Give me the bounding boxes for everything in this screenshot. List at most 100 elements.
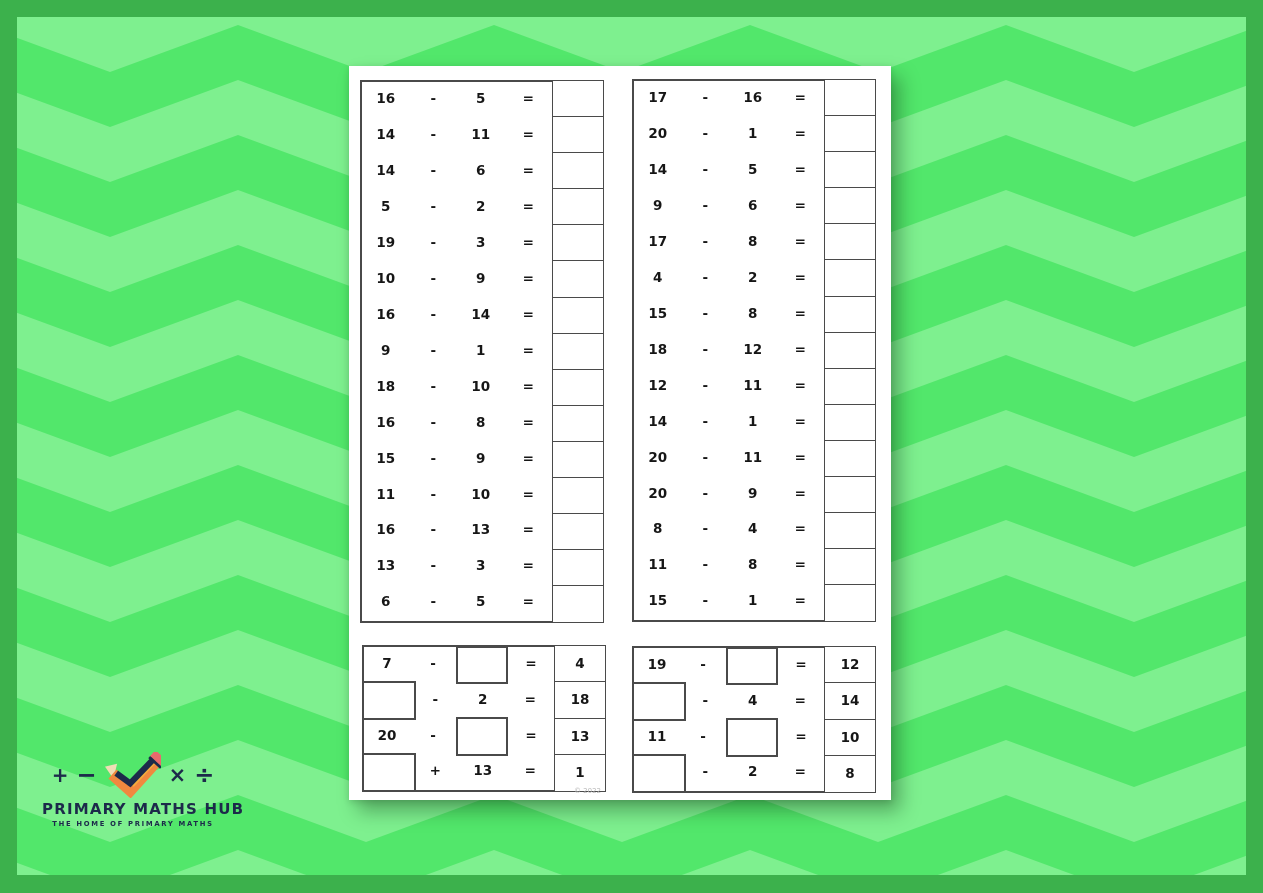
plus-icon: + <box>51 763 69 787</box>
minuend: 9 <box>653 198 663 215</box>
minuend: 15 <box>648 593 668 610</box>
problem-row: 6 - 5 = <box>362 585 552 621</box>
equals-sign: = <box>794 764 806 781</box>
operator: - <box>702 521 709 538</box>
minuend: 12 <box>648 377 668 394</box>
minuend: 10 <box>376 270 396 287</box>
minuend: 14 <box>376 127 396 144</box>
subtrahend: 5 <box>476 91 486 108</box>
operator: - <box>430 486 437 503</box>
subtrahend: 9 <box>748 485 758 502</box>
subtrahend: 11 <box>743 449 763 466</box>
minuend: 16 <box>376 91 396 108</box>
result-box: 18 <box>554 681 606 720</box>
subtrahend: 3 <box>476 234 486 251</box>
problem-row: 14 - 1 = <box>634 404 824 440</box>
subtrahend: 8 <box>748 305 758 322</box>
results-column: 12 14 10 8 <box>824 646 876 793</box>
subtrahend: 2 <box>476 199 486 216</box>
subtraction-table-right: 17-16 = 20-1 = 14-5 = 9-6 = 17-8 = 4-2 = 15-8 = 18-12 =… <box>632 79 878 622</box>
equals-sign: = <box>794 377 806 394</box>
operator: - <box>702 126 709 143</box>
minuend: 20 <box>377 727 397 744</box>
problem-row: 20 - 1 = <box>634 117 824 153</box>
minuend: 4 <box>653 269 663 286</box>
subtrahend: 1 <box>748 126 758 143</box>
equals-sign: = <box>794 233 806 250</box>
equals-sign: = <box>794 413 806 430</box>
answer-box <box>552 188 604 226</box>
pencil-checkmark-icon <box>104 752 161 798</box>
missing-number-box <box>362 752 416 792</box>
minus-icon: − <box>76 761 97 789</box>
missing-number-box <box>726 718 778 757</box>
problem-row: 20 - 9 = <box>634 476 824 512</box>
problem-row: 17 - 16 = <box>634 81 824 117</box>
subtrahend: 4 <box>748 521 758 538</box>
operator: - <box>702 593 709 610</box>
problem-row: 11 - = <box>634 718 824 757</box>
minuend: 18 <box>376 378 396 395</box>
answer-box <box>824 187 876 225</box>
divide-icon: ÷ <box>194 761 215 789</box>
subtrahend: 5 <box>476 594 486 611</box>
equals-sign: = <box>794 341 806 358</box>
problem-row: 11 - 8 = <box>634 548 824 584</box>
subtrahend: 2 <box>748 764 758 781</box>
problem-row: 19 - = <box>634 646 824 686</box>
result-box: 8 <box>824 755 876 793</box>
problems-column: 7 - = - 2 = 20 - = +13 = <box>362 645 556 792</box>
equals-sign: = <box>794 593 806 610</box>
missing-number-box <box>632 682 686 721</box>
operator: - <box>430 522 437 539</box>
answer-box <box>552 260 604 299</box>
operator: - <box>430 656 436 673</box>
equals-sign: = <box>522 342 534 359</box>
problem-row: - 2 = <box>362 681 554 720</box>
answer-box <box>552 549 604 587</box>
answer-box <box>824 476 876 514</box>
answer-boxes-column <box>552 80 604 623</box>
problem-row: 12 - 11 = <box>634 369 824 405</box>
minuend: 14 <box>648 162 668 179</box>
operator: - <box>702 449 709 466</box>
missing-number-box <box>726 646 778 686</box>
answer-box <box>824 115 876 153</box>
answer-box <box>552 116 604 154</box>
answer-box <box>824 512 876 550</box>
problem-row: 11 - 10 = <box>362 477 552 513</box>
subtrahend: 5 <box>748 162 758 179</box>
answer-box <box>824 151 876 189</box>
problem-row: 8 - 4 = <box>634 512 824 548</box>
operator: - <box>430 306 437 323</box>
operator: - <box>702 764 709 781</box>
equals-sign: = <box>794 692 806 709</box>
worksheet-page: 16-5 = 14-11 = 14-6 = 5-2 = 19-3 = 10-9 = 16-14 = 9-1 =… <box>349 66 891 800</box>
answer-boxes-column <box>824 79 876 622</box>
subtrahend: 11 <box>743 377 763 394</box>
subtrahend: 13 <box>473 763 493 780</box>
problem-row: 15 - 9 = <box>362 441 552 477</box>
problem-row: 15 - 8 = <box>634 297 824 333</box>
subtrahend: 8 <box>748 233 758 250</box>
problem-row: 20 - 11 = <box>634 440 824 476</box>
missing-number-grid-right: 19 - = - 4 = 11 - = - 2 = 12 14 10 8 <box>632 646 878 793</box>
problem-row: 18 - 12 = <box>634 333 824 369</box>
minuend: 6 <box>381 594 391 611</box>
operator: - <box>700 657 706 674</box>
operator: - <box>430 234 437 251</box>
subtrahend: 11 <box>471 127 491 144</box>
minuend: 15 <box>648 305 668 322</box>
logo-math-symbols: + − × ÷ <box>42 751 224 799</box>
problem-row: - 2 = <box>632 753 824 793</box>
operator: - <box>430 450 437 467</box>
problem-row: 19 - 3 = <box>362 226 552 262</box>
copyright-watermark: © 2022 <box>573 787 601 795</box>
operator: - <box>700 728 706 745</box>
answer-box <box>552 585 604 623</box>
subtrahend: 1 <box>748 593 758 610</box>
operator: - <box>702 305 709 322</box>
results-column: 4 18 13 1 <box>554 645 606 792</box>
problem-row: 5 - 2 = <box>362 190 552 226</box>
subtrahend: 12 <box>743 341 763 358</box>
